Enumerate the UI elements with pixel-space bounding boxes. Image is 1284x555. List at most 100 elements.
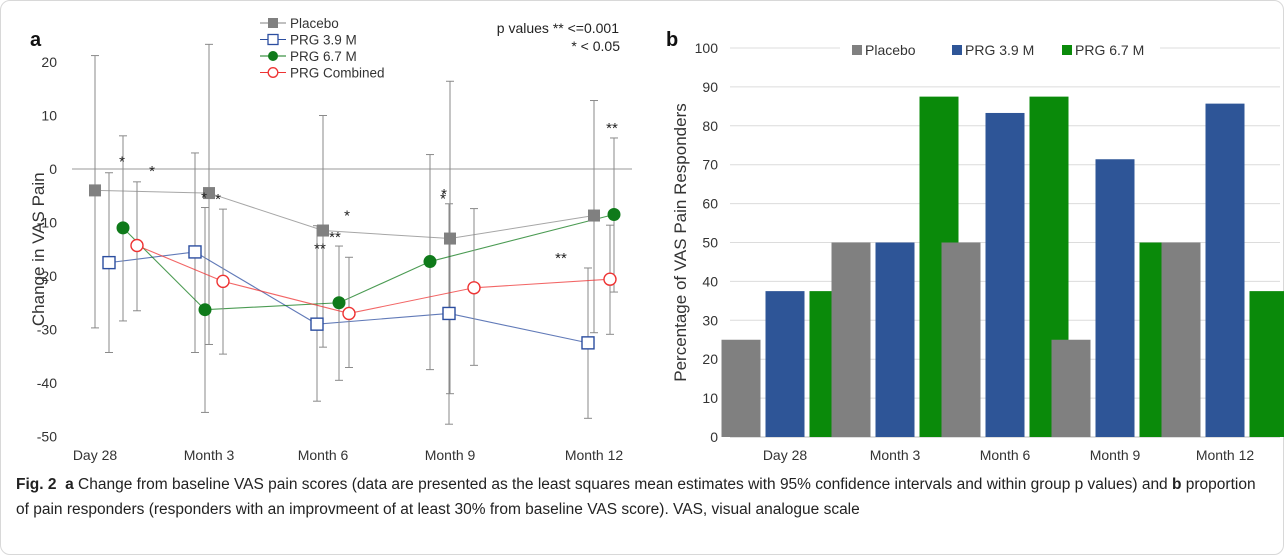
panel-a-data-point (116, 221, 130, 235)
panel-a-y-tick-label: 20 (41, 54, 57, 70)
panel-b-legend-label: Placebo (865, 42, 916, 58)
panel-a-data-point (423, 255, 437, 269)
caption-part-b-text: proportion of pain responders (responder… (16, 476, 1256, 518)
panel-b-bar (1249, 291, 1284, 437)
panel-a-data-point (203, 187, 215, 200)
panel-b-x-tick-label: Day 28 (763, 447, 808, 463)
panel-a-data-point (198, 303, 212, 317)
panel-a-legend-label: PRG 3.9 M (290, 33, 357, 48)
panel-a-significance-marker: ** (606, 120, 618, 137)
panel-a-legend-label: PRG 6.7 M (290, 49, 357, 64)
panel-a-legend-marker (267, 67, 279, 78)
panel-a-y-tick-label: -10 (37, 215, 57, 231)
panel-a-data-point (188, 245, 202, 259)
panel-a-significance-marker: ** (329, 229, 341, 246)
panel-b-bar (721, 339, 761, 437)
panel-a-y-tick-label: 10 (41, 108, 57, 124)
panel-b-y-tick-label: 70 (702, 157, 718, 173)
panel-b-x-tick-label: Month 12 (1196, 447, 1255, 463)
panel-b-bar (765, 291, 805, 437)
panel-b-bar (985, 112, 1025, 437)
panel-a-significance-marker: * (201, 190, 207, 207)
panel-b-x-tick-label: Month 3 (870, 447, 921, 463)
panel-a-annotation: * < 0.05 (571, 38, 620, 54)
panel-a-data-point (317, 224, 329, 237)
panel-a-label: a (30, 29, 42, 51)
panel-a-legend-marker (268, 51, 278, 61)
panel-b-legend-background (840, 40, 1160, 62)
panel-b-y-tick-label: 20 (702, 351, 718, 367)
panel-a-data-point (130, 238, 144, 253)
panel-a-annotation: p values ** <=0.001 (497, 20, 619, 36)
panel-b-legend-swatch (952, 45, 962, 55)
panel-a-data-point (332, 296, 346, 310)
panel-b-x-tick-label: Month 9 (1090, 447, 1141, 463)
panel-a-series-line (122, 213, 615, 311)
caption-part-a-label: a (65, 476, 74, 493)
panel-b-y-tick-label: 50 (702, 235, 718, 251)
panel-a-significance-marker: * (119, 154, 125, 171)
panel-b-legend-swatch (852, 45, 862, 55)
panel-a-series-line (136, 244, 611, 315)
panel-a-data-point (444, 232, 456, 245)
panel-b-bar (1205, 103, 1245, 437)
panel-a-y-tick-label: -40 (37, 375, 57, 391)
panel-b-x-tick-label: Month 6 (980, 447, 1031, 463)
panel-a-data-point (467, 281, 481, 295)
panel-a-legend-marker (267, 33, 279, 46)
panel-a-significance-marker: ** (314, 240, 326, 257)
panel-a-x-tick-label: Month 9 (425, 447, 476, 463)
panel-b-y-tick-label: 10 (702, 390, 718, 406)
panel-a-significance-marker: * (441, 186, 447, 203)
panel-b-legend-label: PRG 3.9 M (965, 42, 1034, 58)
panel-b-legend-swatch (1062, 45, 1072, 55)
panel-a-legend-label: Placebo (290, 16, 339, 31)
panel-a-data-point (588, 209, 600, 222)
panel-a-data-point (603, 272, 617, 286)
caption-figure-label: Fig. 2 (16, 476, 57, 493)
panel-a-y-tick-label: 0 (49, 161, 57, 177)
panel-a-data-point (581, 336, 595, 350)
panel-b-y-tick-label: 30 (702, 312, 718, 328)
panel-a-data-point (310, 317, 324, 331)
panel-a-significance-marker: * (149, 163, 155, 180)
panel-a-y-axis-label: Change in VAS Pain (29, 172, 48, 326)
panel-a-data-point (342, 306, 356, 321)
panel-b-y-tick-label: 60 (702, 196, 718, 212)
panel-a-data-point (89, 184, 101, 197)
panel-a-significance-marker: ** (555, 250, 567, 267)
panel-a-significance-marker: * (344, 208, 350, 225)
panel-a-x-tick-label: Day 28 (73, 447, 118, 463)
panel-a-x-tick-label: Month 3 (184, 447, 235, 463)
panel-a-significance-marker: * (440, 191, 446, 208)
panel-a-significance-marker: * (215, 191, 221, 208)
panel-b-bar (831, 242, 871, 437)
panel-a-y-tick-label: -50 (37, 429, 57, 445)
figure-caption: Fig. 2 a Change from baseline VAS pain s… (16, 472, 1266, 522)
panel-a-legend-label: PRG Combined (290, 66, 385, 81)
panel-a-legend-marker (268, 18, 278, 28)
panel-a-data-point (442, 306, 456, 321)
panel-b-label: b (666, 29, 678, 51)
panel-a-data-point (216, 274, 230, 289)
panel-a-x-tick-label: Month 6 (298, 447, 349, 463)
panel-b-bar (1051, 339, 1091, 437)
panel-b-legend-label: PRG 6.7 M (1075, 42, 1144, 58)
caption-part-a-text: Change from baseline VAS pain scores (da… (73, 476, 1172, 493)
caption-part-b-label: b (1172, 476, 1182, 493)
panel-b-y-tick-label: 0 (710, 429, 718, 445)
panel-b-bar (875, 242, 915, 437)
panel-b-y-tick-label: 80 (702, 118, 718, 134)
panel-b-bar (941, 242, 981, 437)
panel-b-bar (1095, 159, 1135, 437)
panel-b-y-axis-label: Percentage of VAS Pain Responders (671, 103, 690, 381)
panel-b-y-tick-label: 100 (695, 40, 719, 56)
panel-a-y-tick-label: -20 (37, 268, 57, 284)
panel-b-y-tick-label: 90 (702, 79, 718, 95)
panel-a-data-point (607, 207, 621, 221)
panel-b-bar (1161, 242, 1201, 437)
panel-a-y-tick-label: -30 (37, 322, 57, 338)
panel-a-data-point (102, 255, 116, 270)
panel-a-x-tick-label: Month 12 (565, 447, 624, 463)
